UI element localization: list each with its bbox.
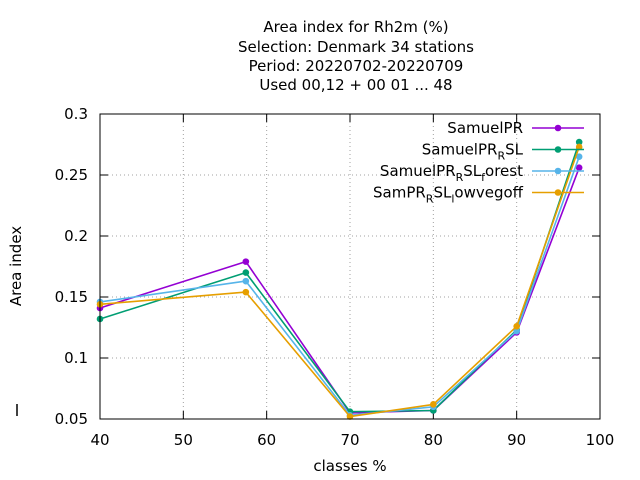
y-tick-label: 0.1 — [64, 349, 88, 367]
x-tick-label: 90 — [507, 431, 526, 449]
data-point — [242, 288, 250, 296]
y-tick-label: 0.05 — [55, 410, 88, 428]
x-tick-label: 80 — [424, 431, 443, 449]
data-point — [513, 327, 520, 335]
data-point — [242, 258, 250, 265]
x-tick-label: 100 — [586, 431, 615, 449]
title-line-3: Period: 20220702-20220709 — [249, 57, 464, 75]
legend-label-2: SamuelPRRSL — [422, 141, 524, 163]
tick-labels: 0.05 0.1 0.15 0.2 0.25 0.3 40 50 60 70 80 90 100 — [55, 105, 615, 449]
x-tick-label: 50 — [174, 431, 193, 449]
title-line-2: Selection: Denmark 34 stations — [238, 38, 474, 56]
legend: SamuelPR SamuelPRRSLSamuelPRRSLforestSamP… — [373, 119, 584, 206]
y-tick-label: 0.2 — [64, 227, 88, 245]
data-point — [575, 143, 583, 151]
data-point — [430, 401, 437, 408]
x-tick-label: 40 — [90, 431, 109, 449]
legend-swatch-point — [554, 167, 562, 175]
series-line-4 — [99, 146, 580, 418]
title-line-4: Used 00,12 + 00 01 ... 48 — [259, 76, 452, 94]
chart-title: Area index for Rh2m (%) Selection: Denma… — [238, 18, 474, 94]
legend-swatch-point — [554, 146, 562, 153]
legend-label-4: SamPRRSLlowvegoff — [373, 184, 524, 206]
data-point — [346, 413, 354, 420]
data-point — [575, 138, 583, 146]
x-axis-label: classes % — [313, 457, 386, 475]
data-point — [513, 322, 520, 330]
x-tick-label: 70 — [340, 431, 359, 449]
x-tick-label: 60 — [257, 431, 276, 449]
series-layer — [96, 138, 583, 420]
data-point — [575, 153, 583, 160]
title-line-1: Area index for Rh2m (%) — [263, 18, 448, 36]
legend-label-1: SamuelPR — [447, 119, 523, 137]
grid-lines — [99, 113, 601, 420]
y-tick-label: 0.15 — [55, 288, 88, 306]
y-axis-label: Area index — [7, 226, 25, 306]
data-point — [575, 164, 583, 171]
legend-label-3: SamuelPRRSLforest — [380, 162, 523, 184]
plot-border — [99, 113, 601, 420]
legend-swatch-point — [554, 189, 562, 196]
legend-swatch-point — [554, 124, 562, 132]
data-point — [242, 277, 250, 285]
y-tick-label: 0.3 — [64, 105, 88, 123]
data-point — [242, 269, 250, 276]
y-tick-label: 0.25 — [55, 166, 88, 184]
series-line-1 — [99, 167, 580, 414]
